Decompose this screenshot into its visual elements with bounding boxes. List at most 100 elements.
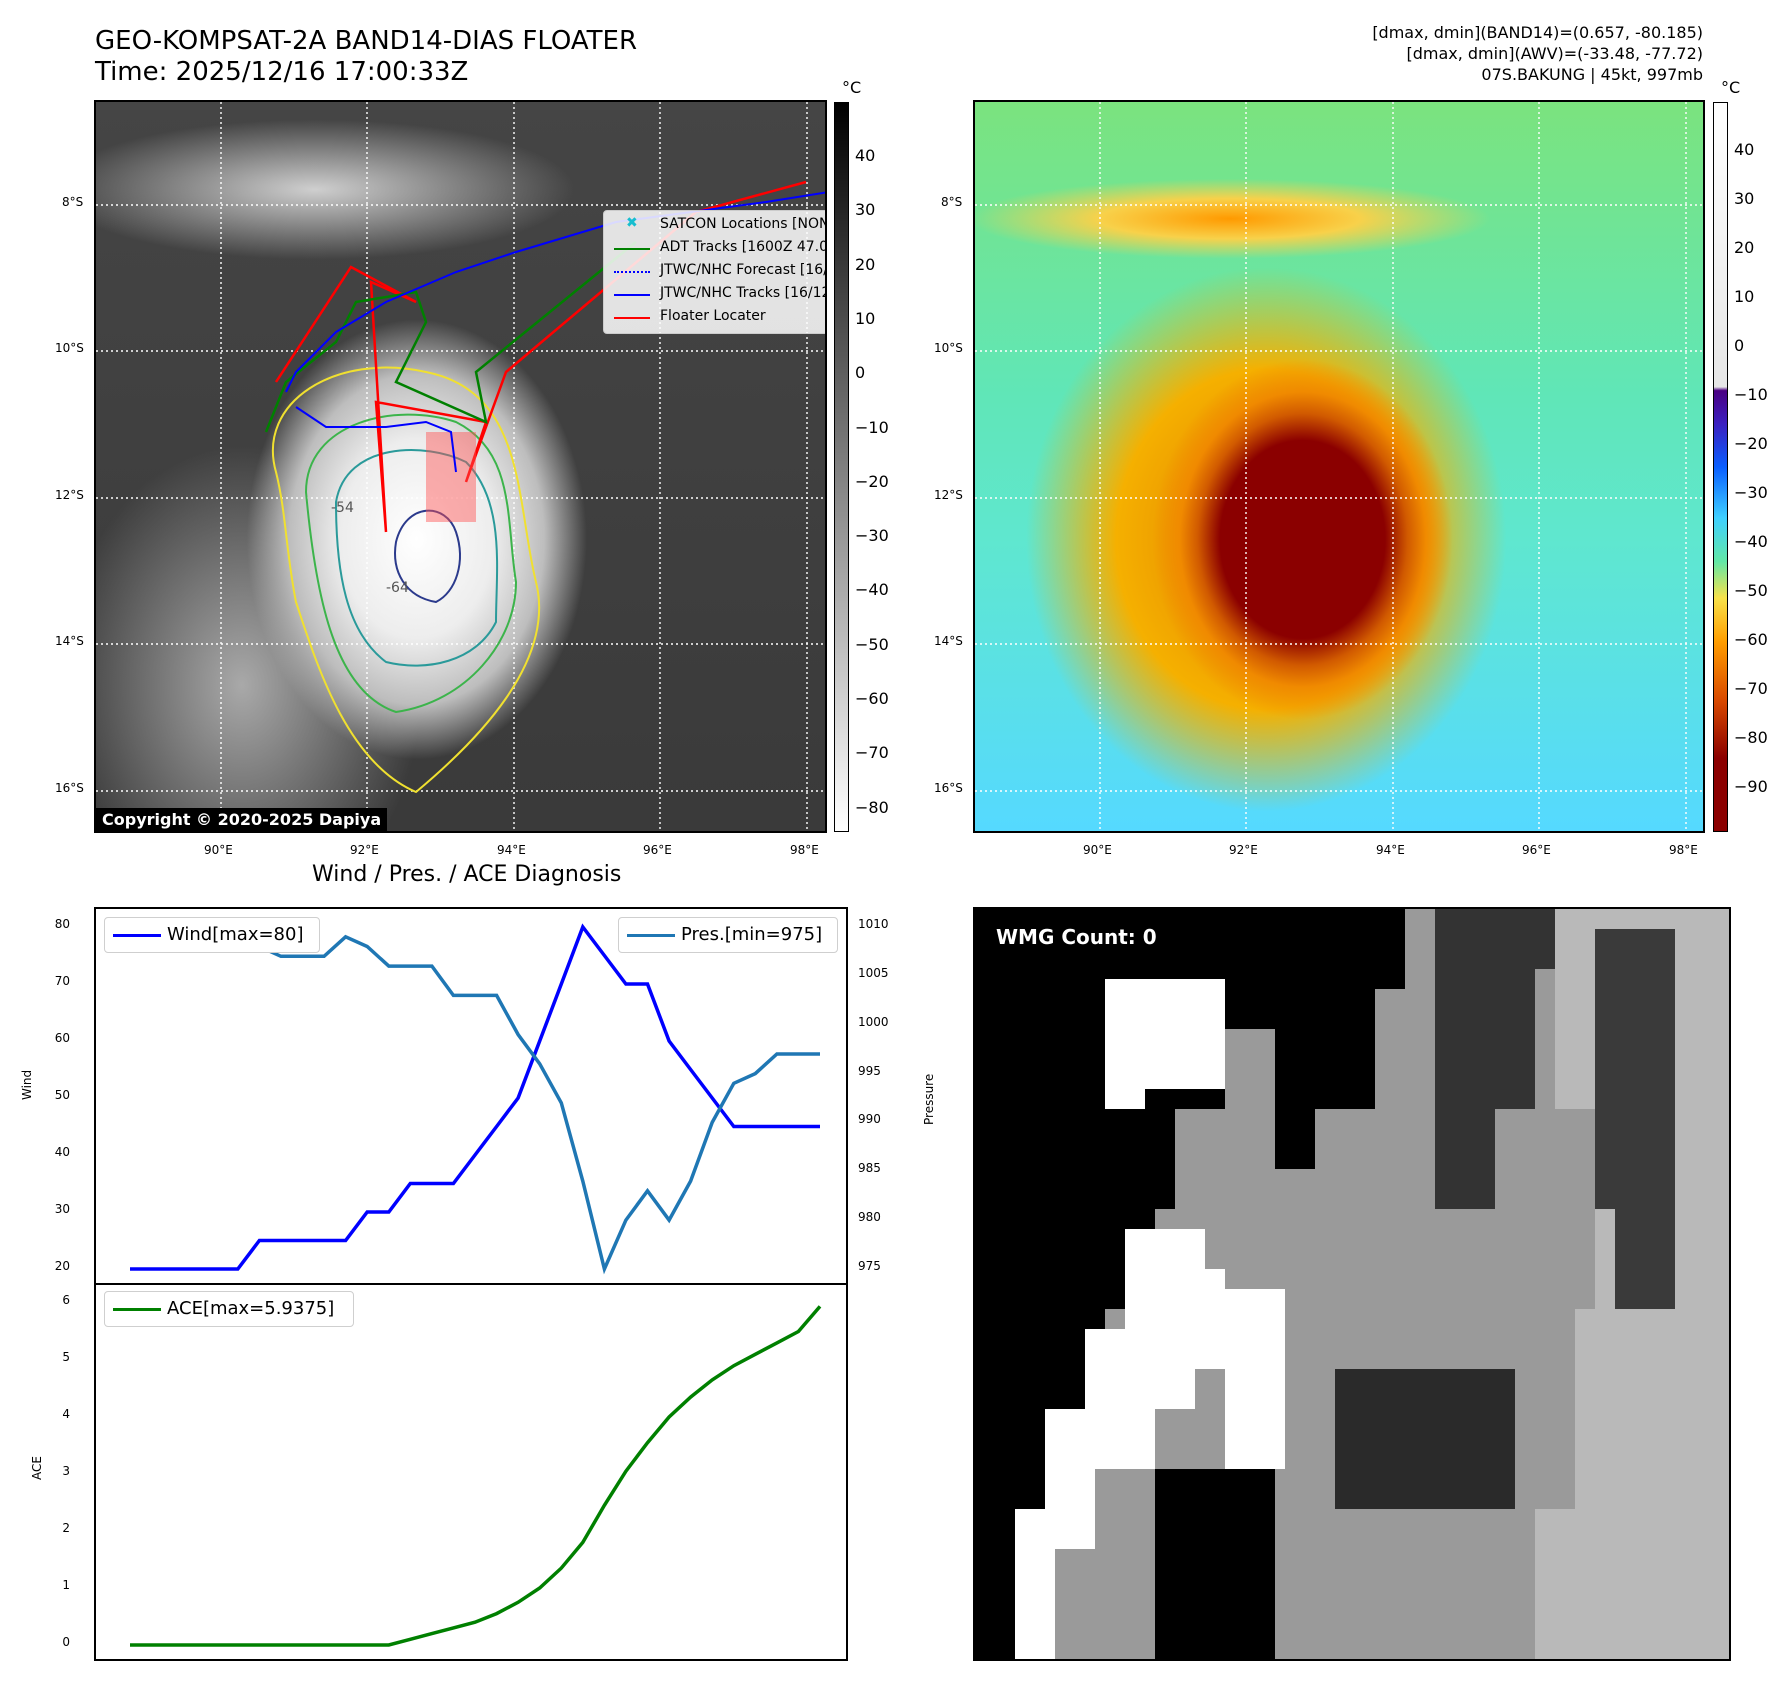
ace-axis-tick: 2 [62, 1521, 70, 1535]
legend-line-icon [614, 317, 650, 319]
title-line-1: GEO-KOMPSAT-2A BAND14-DIAS FLOATER [95, 26, 638, 56]
copyright-badge: Copyright © 2020-2025 Dapiya [96, 808, 388, 831]
pressure-axis-tick: 1005 [858, 965, 889, 980]
wind-pressure-chart [94, 907, 848, 1285]
ir-colorbar-tick: −10 [855, 417, 889, 437]
ir-colorbar-tick: 20 [855, 254, 876, 274]
ace-axis-tick: 5 [62, 1350, 70, 1364]
floater-locater-track [274, 180, 807, 533]
pressure-legend: Pres.[min=975] [618, 917, 838, 953]
legend-line-icon [614, 248, 650, 250]
ir-lon-98e: 98°E [790, 843, 819, 857]
ace-chart [94, 1283, 848, 1661]
ace-axis-tick: 6 [62, 1293, 70, 1307]
wmg-blocks [975, 909, 1729, 1659]
ir-gridlines [96, 102, 825, 831]
wind-axis-tick: 30 [54, 1202, 70, 1216]
storm-tracks [264, 180, 825, 533]
enh-lon-98e: 98°E [1669, 843, 1698, 857]
enh-gridlines [975, 102, 1703, 831]
floater-box [426, 432, 476, 522]
contour-label-54: -54 [331, 500, 354, 516]
wind-axis-tick: 80 [54, 917, 70, 931]
ace-legend: ACE[max=5.9375] [104, 1291, 354, 1327]
adt-track [264, 241, 637, 433]
ir-colorbar-tick: −70 [855, 743, 889, 763]
enh-colorbar-tick: −40 [1734, 532, 1768, 551]
info-block: [dmax, dmin](BAND14)=(0.657, -80.185) [d… [1372, 22, 1703, 85]
enh-colorbar-tick: −30 [1734, 483, 1768, 502]
wind-axis-label: Wind [20, 1069, 34, 1100]
enh-lat-12s: 12°S [934, 488, 963, 502]
wmg-panel [973, 907, 1731, 1661]
pressure-axis-tick: 1010 [858, 917, 889, 931]
wmg-count-label: WMG Count: 0 [988, 922, 1165, 952]
ace-axis-tick: 4 [62, 1407, 70, 1421]
enh-colorbar-tick: −20 [1734, 434, 1768, 453]
ace-axis-tick: 3 [62, 1464, 70, 1478]
legend-line-icon [113, 1308, 161, 1311]
enhanced-colorbar [1713, 102, 1728, 832]
ace-svg [130, 1305, 822, 1647]
ir-colorbar-tick: 0 [855, 363, 866, 383]
enh-lon-94e: 94°E [1376, 843, 1405, 857]
ir-colorbar-tick: 10 [855, 308, 876, 328]
wind-axis-tick: 50 [54, 1088, 70, 1102]
ir-lon-94e: 94°E [497, 843, 526, 857]
enhanced-map-overlay [975, 102, 1703, 831]
wind-axis-tick: 60 [54, 1031, 70, 1045]
ir-lat-8s: 8°S [62, 195, 84, 209]
ir-colorbar-tick: 40 [855, 146, 876, 165]
pressure-axis-tick: 995 [858, 1063, 881, 1078]
ir-colorbar-tick: −20 [855, 471, 889, 491]
enh-lon-96e: 96°E [1522, 843, 1551, 857]
ir-lat-16s: 16°S [55, 781, 84, 795]
ir-map-overlay: -54 -64 [96, 102, 825, 831]
ace-series-line [130, 1305, 822, 1647]
ir-colorbar-tick: −30 [855, 526, 889, 546]
legend-line-icon [113, 934, 161, 937]
ir-map-panel: -54 -64 ✖ SATCON Locations [NONE] ADT Tr… [94, 100, 827, 833]
ir-lon-92e: 92°E [350, 843, 379, 857]
ace-axis-label: ACE [30, 1456, 44, 1480]
diagnosis-title: Wind / Pres. / ACE Diagnosis [312, 862, 622, 887]
ir-colorbar-tick: −80 [855, 797, 889, 817]
wind-legend: Wind[max=80] [104, 917, 320, 953]
enh-lon-92e: 92°E [1229, 843, 1258, 857]
ir-colorbar-tick: −60 [855, 689, 889, 708]
wind-axis-tick: 20 [54, 1259, 70, 1273]
ir-colorbar-tick: −50 [855, 634, 889, 654]
ir-colorbar-tick: 30 [855, 200, 876, 220]
ir-lat-10s: 10°S [55, 341, 84, 355]
ir-lat-14s: 14°S [55, 634, 84, 648]
info-line-1: [dmax, dmin](BAND14)=(0.657, -80.185) [1372, 23, 1703, 42]
enh-colorbar-tick: −50 [1734, 581, 1768, 600]
ir-lon-90e: 90°E [204, 843, 233, 857]
enh-colorbar-tick: 30 [1734, 189, 1755, 208]
info-line-2: [dmax, dmin](AWV)=(-33.48, -77.72) [1406, 44, 1703, 63]
ir-colorbar [834, 102, 849, 832]
pressure-axis-tick: 980 [858, 1210, 881, 1225]
ir-lat-12s: 12°S [55, 488, 84, 502]
ace-axis-tick: 0 [62, 1635, 70, 1649]
legend-line-icon [614, 271, 650, 273]
enhanced-map-panel [973, 100, 1705, 833]
map-legend: ✖ SATCON Locations [NONE] ADT Tracks [16… [603, 210, 825, 334]
enh-colorbar-unit: °C [1721, 78, 1741, 97]
enh-colorbar-tick: 0 [1734, 336, 1745, 355]
ir-colorbar-tick: −40 [855, 580, 889, 600]
figure-title: GEO-KOMPSAT-2A BAND14-DIAS FLOATER Time:… [95, 26, 637, 88]
ir-contours [271, 366, 541, 794]
enh-lat-16s: 16°S [934, 781, 963, 795]
ir-colorbar-unit: °C [842, 78, 862, 97]
enh-lon-90e: 90°E [1083, 843, 1112, 857]
jtwc-track-recent [295, 406, 457, 473]
pressure-axis-tick: 985 [858, 1161, 881, 1176]
enh-colorbar-tick: −60 [1734, 630, 1768, 649]
pressure-axis-tick: 990 [858, 1112, 881, 1127]
legend-line-icon [627, 934, 675, 937]
enh-lat-10s: 10°S [934, 341, 963, 355]
wind-axis-tick: 70 [54, 974, 70, 988]
enh-colorbar-tick: 40 [1734, 140, 1755, 159]
contour-label-64: -64 [386, 580, 409, 596]
